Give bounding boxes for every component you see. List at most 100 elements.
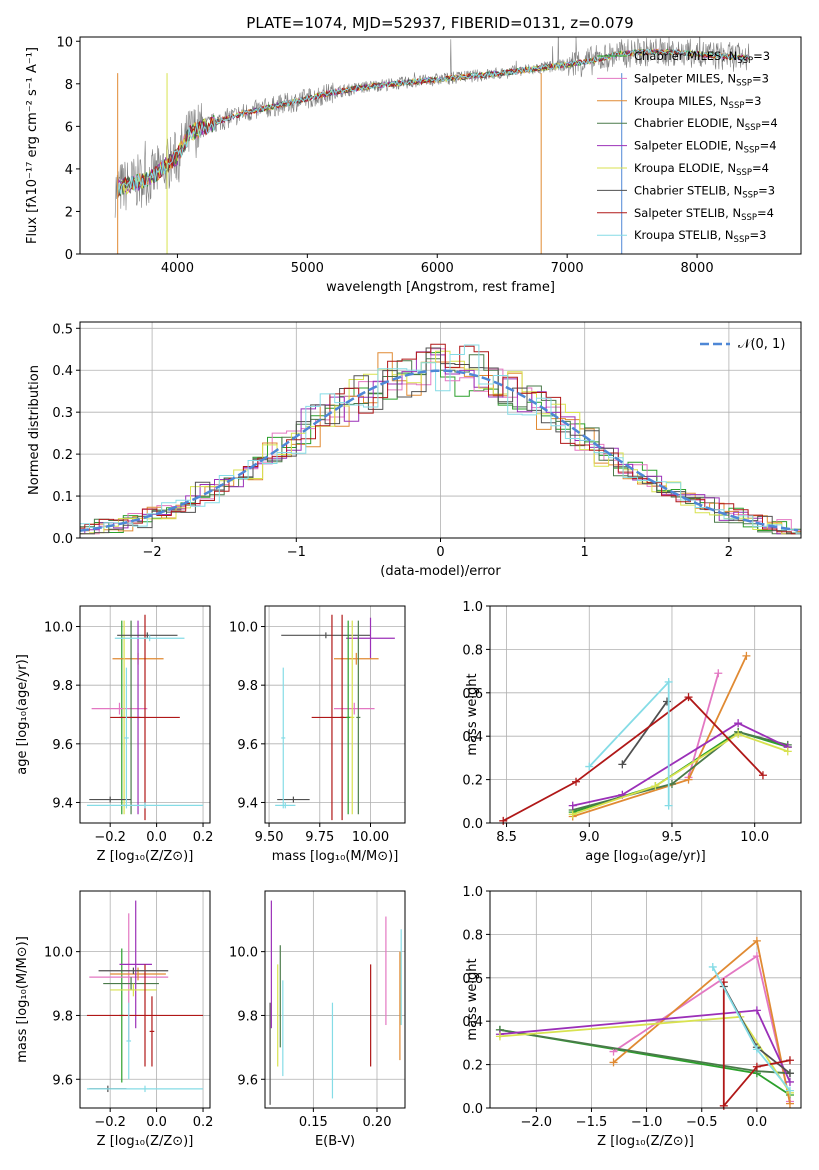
weight-marker-salpeter_stelib xyxy=(684,693,693,702)
y-tick-label: 4 xyxy=(65,163,73,178)
y-tick-label: 0.8 xyxy=(462,643,483,658)
weight-line-chabrier_miles xyxy=(572,730,789,813)
y-tick-label: 9.8 xyxy=(237,679,258,694)
y-tick-label: 0.4 xyxy=(52,364,73,379)
weight-marker-kroupa_stelib xyxy=(785,1086,794,1095)
weight-marker-salpeter_stelib xyxy=(752,1062,761,1071)
age_vs_mass-plot xyxy=(275,614,395,821)
legend-entry: Chabrier STELIB, NSSP=3 xyxy=(634,183,775,200)
y-tick-label: 0.0 xyxy=(462,1102,483,1117)
axes-frame xyxy=(79,36,802,255)
y-tick-label: 9.6 xyxy=(52,1073,73,1088)
x-tick-label: 8000 xyxy=(681,261,714,276)
legend-entry: Kroupa ELODIE, NSSP=4 xyxy=(634,161,769,178)
y-axis-label: Flux [fλ10⁻¹⁷ erg cm⁻² s⁻¹ A⁻¹] xyxy=(25,47,40,244)
y-tick-label: 0.6 xyxy=(462,972,483,987)
weight-line-salpeter_miles xyxy=(687,673,720,778)
figure-title: PLATE=1074, MJD=52937, FIBERID=0131, z=0… xyxy=(246,14,633,32)
x-tick-label: −0.5 xyxy=(686,1115,718,1130)
x-tick-label: 9.75 xyxy=(305,830,334,845)
legend-entry: Salpeter STELIB, NSSP=4 xyxy=(634,206,774,223)
x-tick-label: 0.0 xyxy=(747,1115,768,1130)
y-tick-label: 1.0 xyxy=(462,600,483,615)
y-tick-label: 0.2 xyxy=(462,774,483,789)
x-tick-label: −2.0 xyxy=(521,1115,553,1130)
y-tick-label: 9.8 xyxy=(52,1009,73,1024)
weight-marker-kroupa_miles xyxy=(742,651,751,660)
axes-frame xyxy=(264,890,406,1109)
weight-marker-kroupa_miles xyxy=(684,775,693,784)
x-tick-label: −0.2 xyxy=(94,1115,126,1130)
legend-entry: Chabrier MILES, NSSP=3 xyxy=(634,49,770,66)
weight-line-salpeter_stelib xyxy=(722,982,791,1109)
y-tick-label: 8 xyxy=(65,78,73,93)
x-tick-label: 0.0 xyxy=(146,1115,167,1130)
weight-line-salpeter_elodie xyxy=(572,722,789,807)
legend-entry: Kroupa MILES, NSSP=3 xyxy=(634,94,761,111)
y-tick-label: 1.0 xyxy=(462,885,483,900)
x-tick-label: −1 xyxy=(287,545,306,560)
axes-frame xyxy=(79,321,802,539)
y-tick-label: 0.2 xyxy=(462,1059,483,1074)
model-spectrum-kroupa_stelib xyxy=(117,48,750,198)
spectrum-legend: Chabrier MILES, NSSP=3 Salpeter MILES, NS… xyxy=(597,49,778,245)
y-tick-label: 0.4 xyxy=(462,1015,483,1030)
weight-marker-salpeter_elodie xyxy=(734,719,743,728)
x-tick-label: 10.0 xyxy=(740,830,769,845)
y-tick-label: 0.1 xyxy=(52,490,73,505)
legend-entry: Salpeter ELODIE, NSSP=4 xyxy=(634,139,777,156)
x-tick-label: 0.0 xyxy=(146,830,167,845)
y-tick-label: 0.4 xyxy=(462,730,483,745)
weight-marker-kroupa_stelib xyxy=(708,962,717,971)
x-tick-label: 9.50 xyxy=(255,830,284,845)
y-axis-label: Normed distribution xyxy=(27,365,42,495)
x-tick-label: 9.0 xyxy=(579,830,600,845)
residual-histogram-kroupa_elodie xyxy=(80,350,801,535)
x-tick-label: 10.00 xyxy=(352,830,389,845)
mass_vs_ebv-panel: 0.15 0.20 9.6 9.8 10.0 E(B-V) xyxy=(229,890,406,1149)
x-axis-label: age [log₁₀(age/yr)] xyxy=(585,849,706,864)
mass_vs_Z-panel: −0.2 0.0 0.2 9.6 9.8 10.0 Z [log₁₀(Z/Z⊙)] mass … xyxy=(15,890,214,1149)
x-tick-label: 8.5 xyxy=(496,830,517,845)
x-tick-label: 0.20 xyxy=(363,1115,392,1130)
x-tick-label: −1.0 xyxy=(631,1115,663,1130)
axes-frame xyxy=(489,890,802,1109)
weight-marker-salpeter_stelib xyxy=(499,816,508,825)
weight-marker-kroupa_elodie xyxy=(568,810,577,819)
mass_vs_ebv-plot xyxy=(269,900,402,1105)
weight_vs_Z-plot xyxy=(495,936,794,1110)
y-tick-label: 0.5 xyxy=(52,322,73,337)
y-tick-label: 9.6 xyxy=(237,738,258,753)
age_vs_Z-plot xyxy=(86,614,204,821)
residual-histogram-kroupa_stelib xyxy=(80,344,801,535)
weight-line-salpeter_stelib xyxy=(502,695,764,822)
x-axis-label: mass [log₁₀(M/M⊙)] xyxy=(272,849,399,864)
legend-entry: Salpeter MILES, NSSP=3 xyxy=(634,71,769,88)
axes-frame xyxy=(489,605,802,824)
legend-entry: 𝒩(0, 1) xyxy=(738,337,785,352)
age_vs_mass-panel: 9.50 9.75 10.00 9.4 9.6 9.8 10.0 mass [log₁₀(M/… xyxy=(229,605,406,864)
residuals-plot xyxy=(80,343,801,535)
y-tick-label: 6 xyxy=(65,120,73,135)
model-spectrum-salpeter_stelib xyxy=(117,48,750,198)
y-axis-label: age [log₁₀(age/yr)] xyxy=(15,654,30,775)
x-tick-label: −2 xyxy=(143,545,162,560)
y-tick-label: 0 xyxy=(65,248,73,263)
weight_vs_Z-panel: −2.0 −1.5 −1.0 −0.5 0.0 0.0 0.2 0.4 0.6 0.8 1.0 Z [… xyxy=(462,885,802,1149)
x-tick-label: −1.5 xyxy=(576,1115,608,1130)
y-tick-label: 10 xyxy=(56,35,73,50)
y-tick-label: 9.6 xyxy=(237,1073,258,1088)
x-axis-label: (data-model)/error xyxy=(380,564,501,579)
x-axis-label: Z [log₁₀(Z/Z⊙)] xyxy=(97,1134,194,1149)
weight-marker-kroupa_miles xyxy=(609,1058,618,1067)
y-axis-label: mass weight xyxy=(465,673,480,755)
weight-marker-kroupa_elodie xyxy=(783,747,792,756)
weight-marker-salpeter_miles xyxy=(714,669,723,678)
residual-histogram-chabrier_stelib xyxy=(80,347,801,535)
weight-marker-salpeter_stelib xyxy=(572,777,581,786)
y-tick-label: 10.0 xyxy=(229,621,258,636)
weight-marker-kroupa_elodie xyxy=(495,1032,504,1041)
x-axis-label: wavelength [Angstrom, rest frame] xyxy=(326,280,555,295)
x-tick-label: 0.2 xyxy=(193,1115,214,1130)
